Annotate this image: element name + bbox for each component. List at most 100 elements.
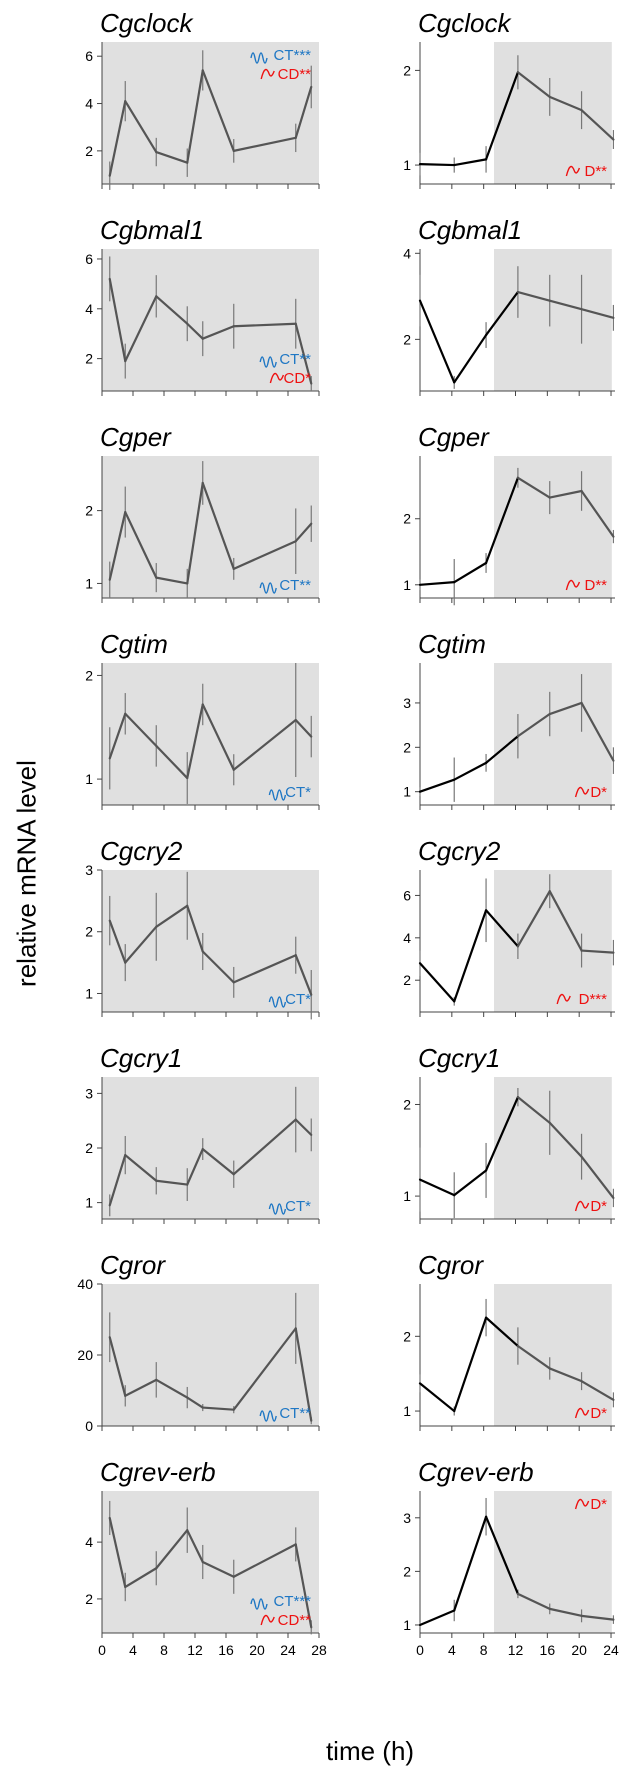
shade-region: [494, 249, 612, 391]
y-tick-label: 2: [403, 331, 411, 347]
panel-cgper-right: Cgper 1 2 D**: [403, 422, 615, 606]
series-line: [484, 735, 519, 764]
x-tick-label: 20: [249, 1642, 265, 1658]
series-line: [484, 1096, 519, 1172]
rhythm-curve-icon: [565, 579, 581, 591]
shade-region: [494, 456, 612, 598]
x-tick-label: 8: [480, 1642, 488, 1658]
significance-label: D*: [590, 1198, 607, 1215]
series-line: [155, 744, 189, 780]
series-line: [294, 1118, 313, 1136]
panel-title: Cgper: [418, 422, 490, 452]
series-line: [124, 712, 158, 748]
x-tick-label: 0: [98, 1642, 106, 1658]
y-tick-label: 4: [85, 1534, 93, 1550]
series-line: [484, 909, 519, 948]
circadian-wave-icon: [250, 52, 268, 64]
panel-title: Cgper: [100, 422, 172, 452]
x-tick-label: 8: [160, 1642, 168, 1658]
series-line: [453, 761, 488, 781]
rhythm-curve-icon: [574, 1498, 590, 1510]
series-line: [453, 1169, 488, 1197]
y-tick-label: 40: [77, 1276, 93, 1292]
y-tick-label: 1: [403, 1617, 411, 1633]
series-line: [108, 510, 127, 581]
panel-title: Cgcry1: [100, 1043, 182, 1073]
series-line: [201, 703, 235, 771]
y-tick-label: 3: [85, 862, 93, 878]
y-tick-label: 1: [403, 1403, 411, 1419]
rhythm-curve-icon: [574, 1407, 590, 1419]
circadian-wave-icon: [268, 1203, 287, 1215]
series-line: [186, 322, 204, 340]
series-line: [580, 1380, 615, 1401]
panel-cgclock-right: Cgclock 1 2 D**: [403, 8, 615, 189]
series-line: [294, 522, 313, 543]
y-tick-label: 2: [403, 62, 411, 78]
series-line: [548, 95, 583, 112]
significance-label: CT*: [285, 784, 311, 801]
panel-cgcry1-left: Cgcry1 1 2 3 CT*: [85, 1043, 320, 1224]
series-line: [418, 299, 456, 384]
y-tick-label: 1: [85, 985, 93, 1001]
series-line: [108, 277, 127, 363]
series-line: [124, 510, 158, 579]
series-line: [418, 1382, 456, 1413]
series-line: [484, 290, 519, 337]
y-tick-label: 1: [403, 1188, 411, 1204]
panel-title: Cgcry1: [418, 1043, 500, 1073]
series-line: [186, 703, 204, 780]
series-line: [548, 890, 583, 952]
y-tick-label: 6: [403, 887, 411, 903]
circadian-wave-icon: [268, 789, 287, 801]
rhythm-curve-icon: [556, 993, 571, 1005]
x-tick-label: 24: [280, 1642, 296, 1658]
y-tick-label: 1: [403, 577, 411, 593]
rhythm-curve-icon: [269, 372, 285, 384]
significance-label: D*: [590, 784, 607, 801]
panel-cgtim-left: Cgtim 1 2 CT*: [85, 629, 320, 810]
rhythm-curve-icon: [260, 1614, 275, 1626]
shade-region: [102, 1284, 319, 1426]
x-tick-label: 4: [448, 1642, 456, 1658]
series-line: [108, 919, 127, 964]
y-tick-label: 3: [403, 1510, 411, 1526]
series-line: [186, 904, 204, 953]
series-line: [155, 904, 189, 928]
series-line: [108, 100, 127, 177]
series-line: [124, 1153, 158, 1182]
x-axis-label: time (h): [325, 1736, 415, 1766]
panel-cgror-right: Cgror 1 2 D*: [403, 1250, 615, 1431]
series-line: [294, 1327, 313, 1422]
series-line: [453, 333, 488, 384]
series-line: [418, 1609, 456, 1627]
significance-label: D*: [590, 1496, 607, 1513]
y-tick-label: 1: [85, 1195, 93, 1211]
series-line: [516, 1592, 551, 1610]
series-line: [294, 1543, 313, 1629]
series-line: [124, 1378, 158, 1397]
y-tick-label: 2: [403, 739, 411, 755]
significance-label: CT**: [279, 1405, 311, 1422]
rhythm-curve-icon: [574, 1200, 590, 1212]
significance-label: CD**: [278, 1612, 312, 1629]
series-line: [124, 295, 158, 363]
y-tick-label: 2: [403, 1328, 411, 1344]
significance-label: CT**: [279, 351, 311, 368]
series-line: [108, 1516, 127, 1589]
y-tick-label: 2: [85, 503, 93, 519]
series-line: [124, 1567, 158, 1589]
series-line: [155, 1529, 189, 1570]
series-line: [232, 322, 297, 328]
series-line: [294, 718, 313, 738]
shade-region: [494, 1077, 612, 1219]
series-line: [484, 71, 519, 161]
circadian-wave-icon: [250, 1598, 268, 1610]
y-axis-label: relative mRNA level: [11, 760, 42, 987]
series-line: [580, 489, 615, 538]
panel-cgbmal1-right: Cgbmal1 2 4: [403, 215, 615, 396]
circadian-wave-icon: [259, 1410, 277, 1422]
shade-region: [494, 1284, 612, 1426]
series-line: [232, 718, 297, 771]
